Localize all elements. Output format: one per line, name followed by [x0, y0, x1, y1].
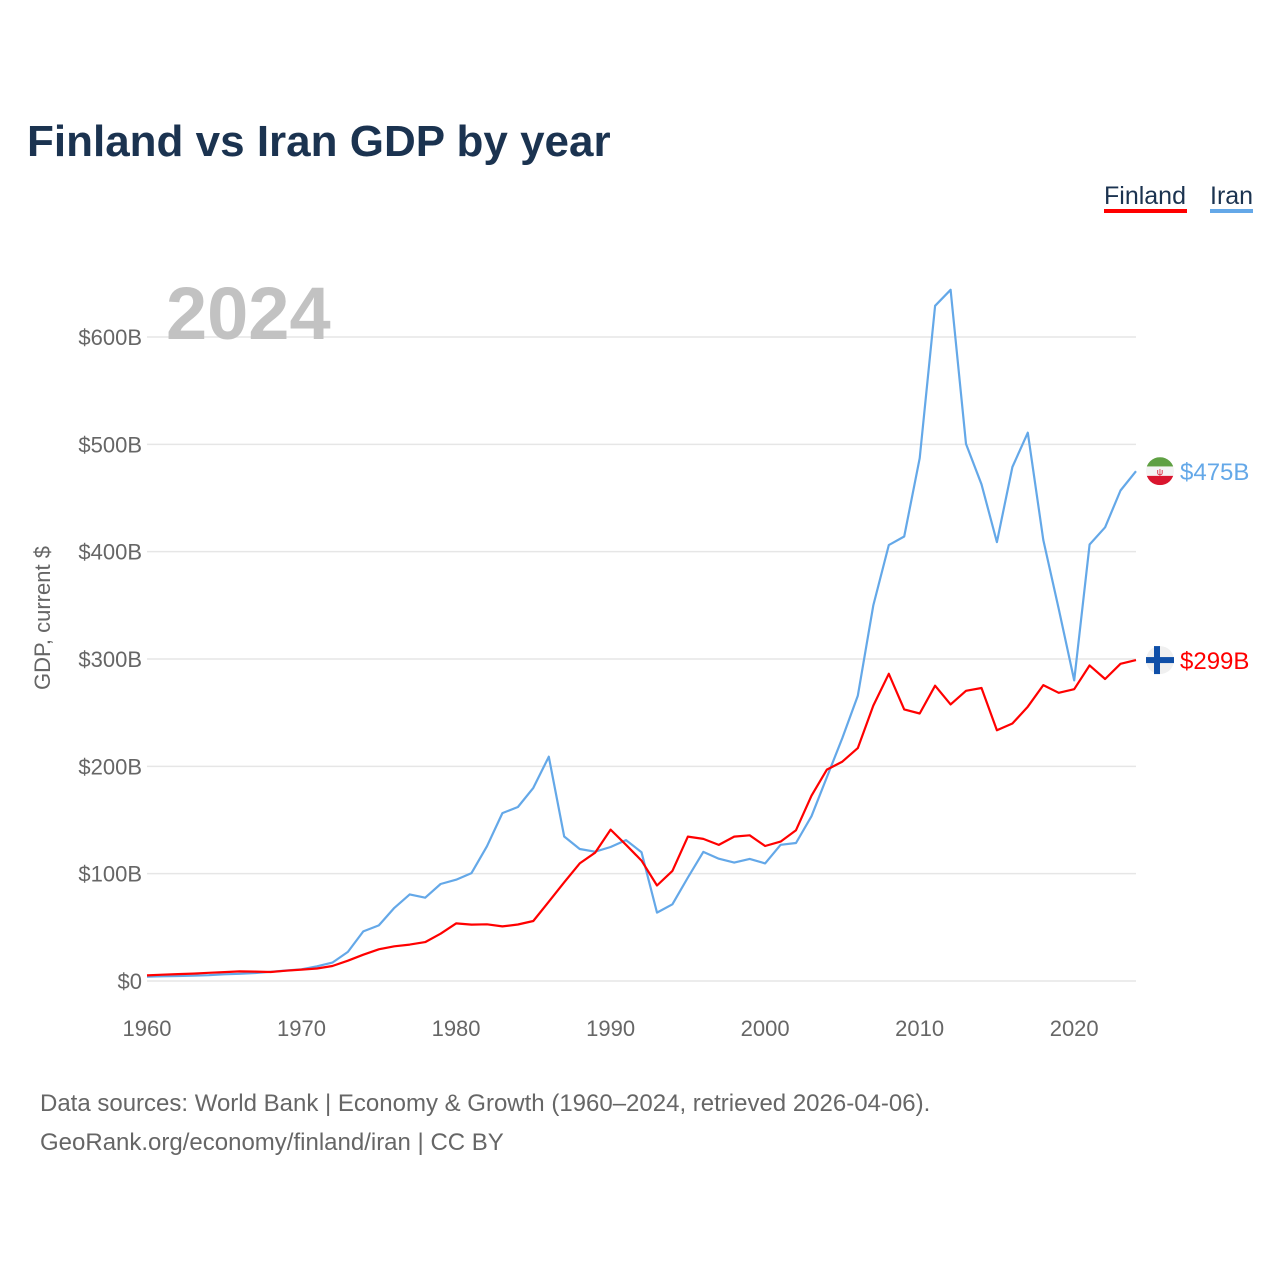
end-labels: $299B ψ $475B — [1146, 457, 1249, 675]
y-axis-label: GDP, current $ — [30, 546, 55, 690]
y-tick-label: $500B — [78, 432, 142, 457]
legend-label: Finland — [1104, 182, 1186, 210]
x-tick-label: 1960 — [123, 1016, 172, 1041]
chart-title: Finland vs Iran GDP by year — [27, 117, 611, 166]
legend-label: Iran — [1210, 182, 1253, 210]
finland-flag-icon — [1146, 646, 1174, 675]
svg-text:ψ: ψ — [1157, 467, 1163, 477]
footer-link[interactable]: GeoRank.org/economy/finland/iran | CC BY — [40, 1129, 504, 1156]
x-tick-label: 2020 — [1050, 1016, 1099, 1041]
legend-swatch — [1104, 209, 1187, 213]
iran-flag-icon: ψ — [1146, 457, 1174, 486]
legend-item-finland[interactable]: Finland — [1104, 182, 1187, 213]
y-tick-label: $400B — [78, 540, 142, 565]
x-tick-label: 1990 — [586, 1016, 635, 1041]
series-line-iran — [146, 288, 1137, 978]
legend-item-iran[interactable]: Iran — [1210, 182, 1253, 213]
gridlines — [147, 336, 1136, 982]
x-tick-label: 1970 — [277, 1016, 326, 1041]
x-tick-label: 2010 — [895, 1016, 944, 1041]
current-year-label: 2024 — [166, 272, 331, 355]
y-tick-label: $0 — [118, 969, 142, 994]
y-tick-label: $300B — [78, 647, 142, 672]
y-axis-ticks: $0 $100B $200B $300B $400B $500B $600B — [78, 325, 142, 994]
y-tick-label: $600B — [78, 325, 142, 350]
y-tick-label: $100B — [78, 862, 142, 887]
end-value-finland: $299B — [1180, 648, 1249, 675]
x-axis-ticks: 1960 1970 1980 1990 2000 2010 2020 — [123, 1016, 1099, 1041]
legend: Finland Iran — [1104, 182, 1253, 213]
series-line-finland — [146, 659, 1137, 977]
series-lines — [146, 288, 1137, 978]
footer-sources: Data sources: World Bank | Economy & Gro… — [40, 1090, 931, 1117]
legend-swatch — [1210, 209, 1253, 213]
end-value-iran: $475B — [1180, 459, 1249, 486]
y-tick-label: $200B — [78, 754, 142, 779]
x-tick-label: 1980 — [432, 1016, 481, 1041]
x-tick-label: 2000 — [741, 1016, 790, 1041]
